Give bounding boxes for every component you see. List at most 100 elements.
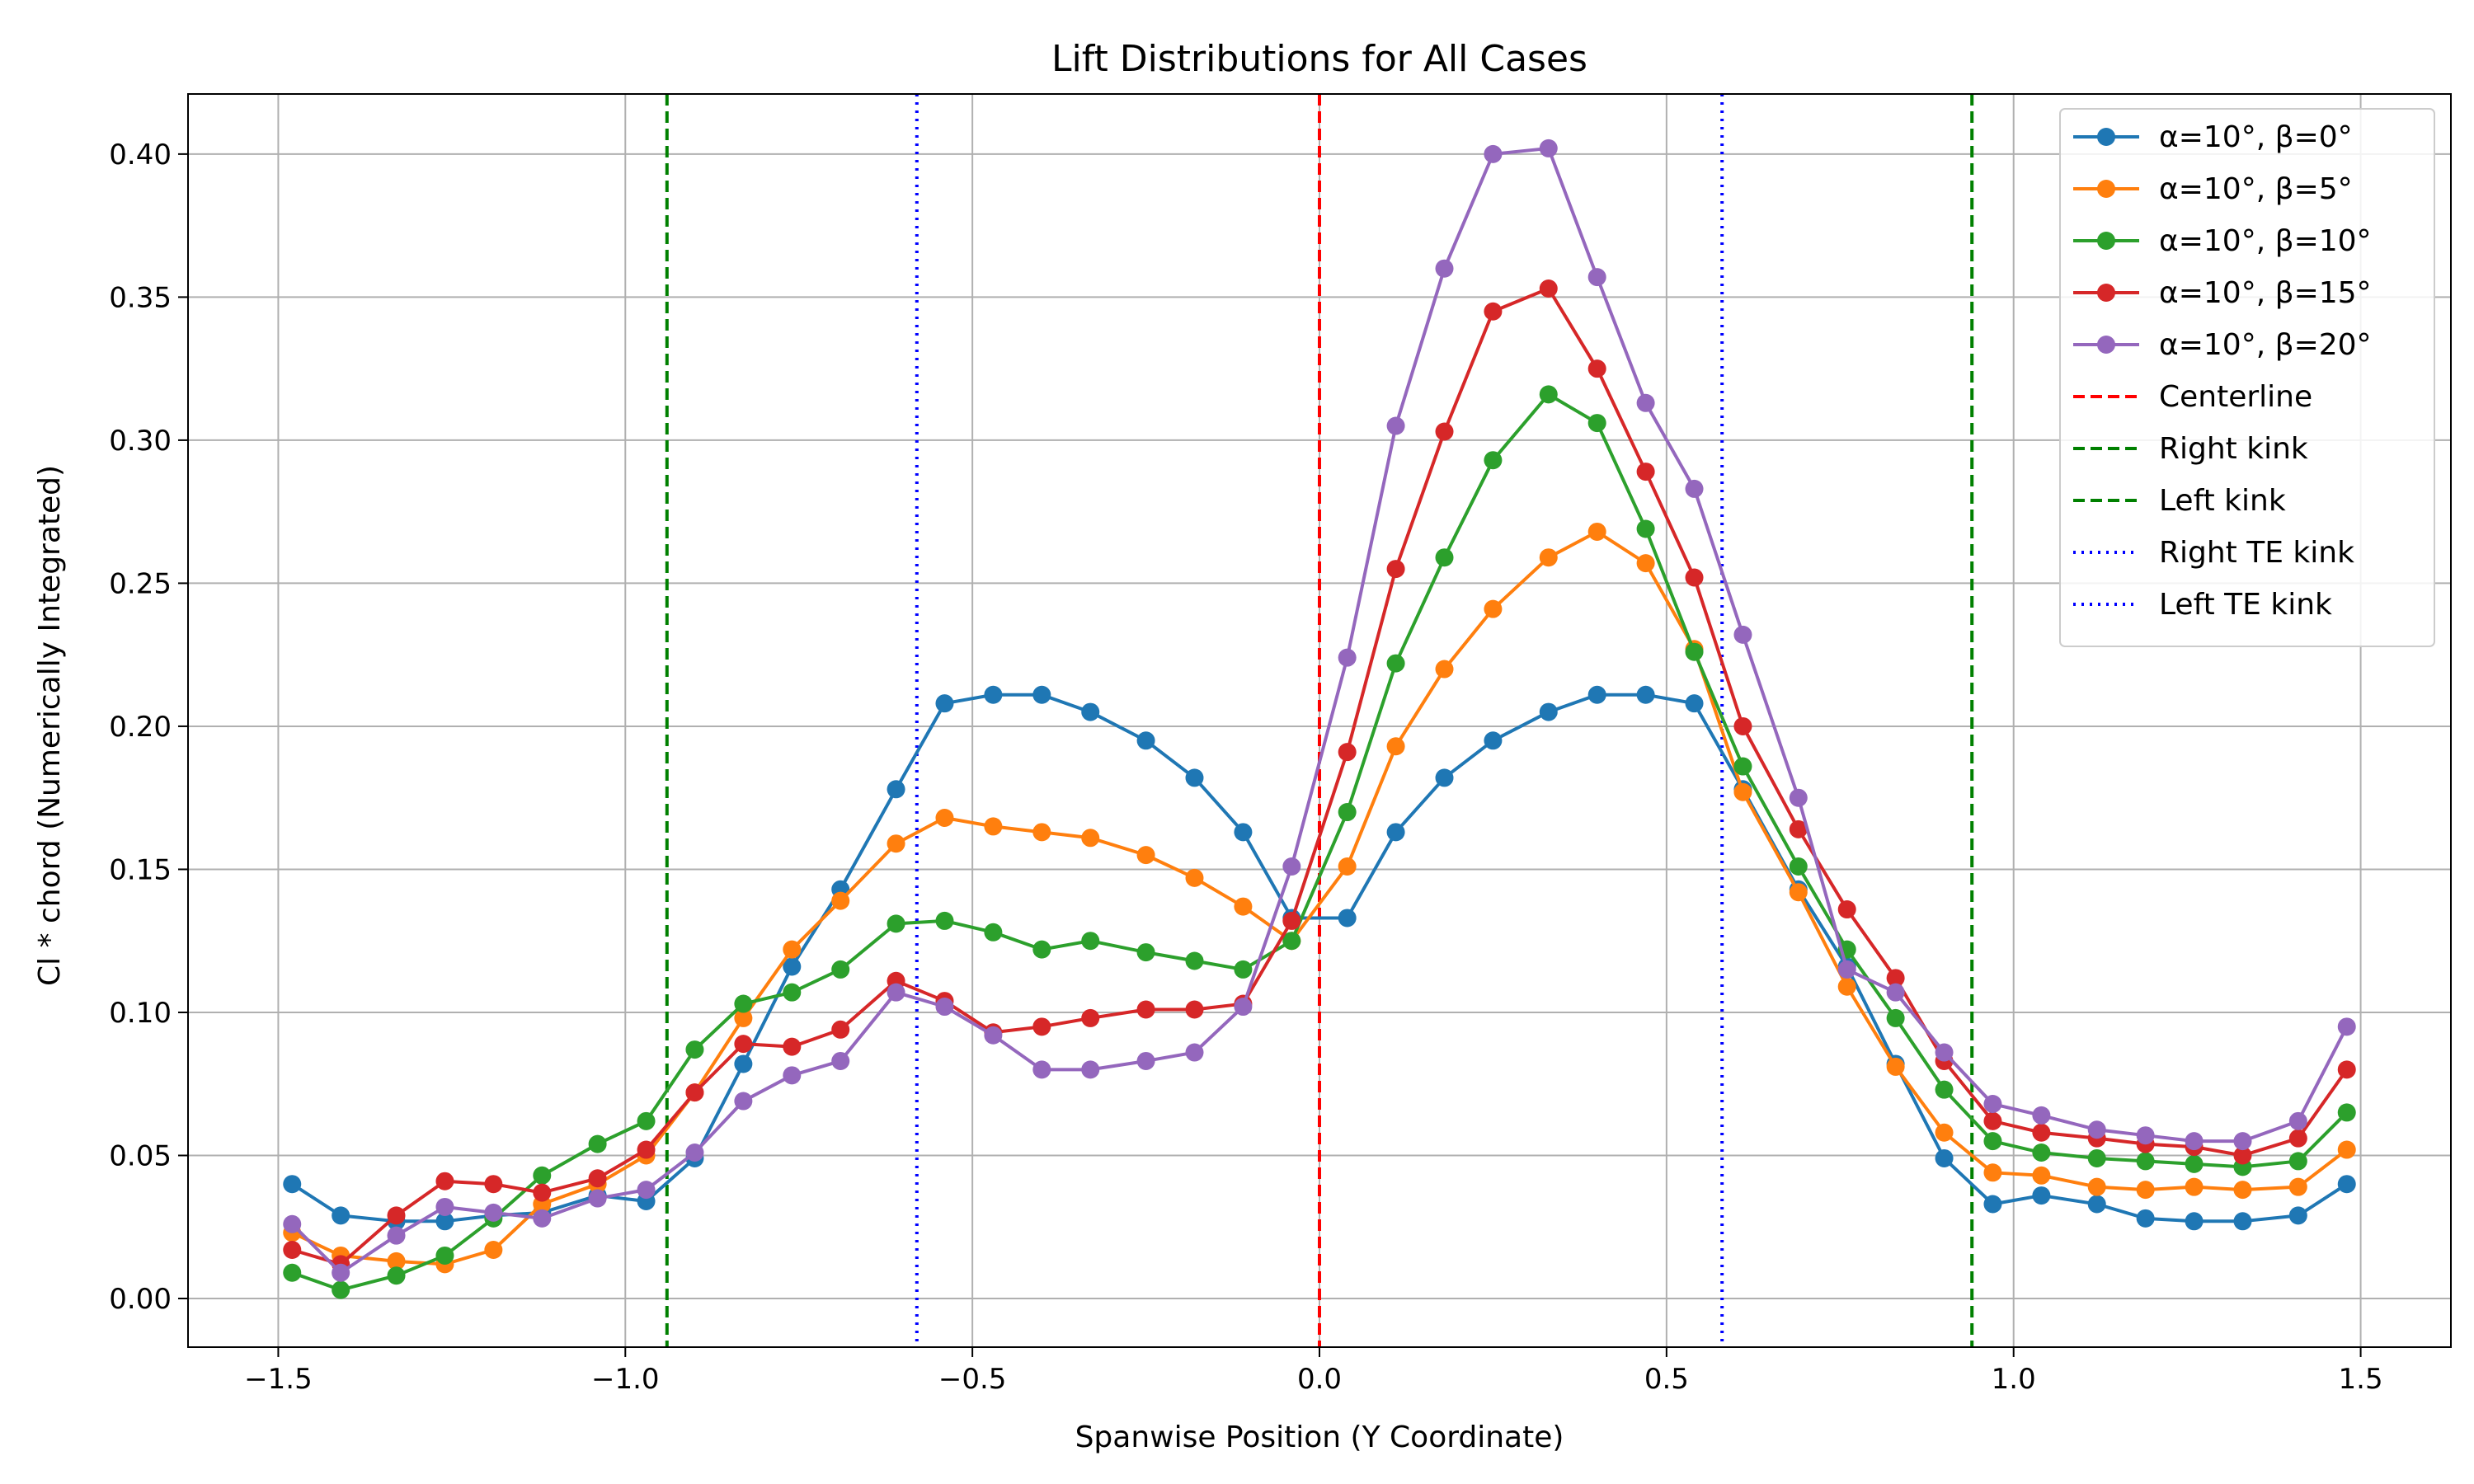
legend-marker — [2097, 284, 2115, 302]
data-point — [387, 1206, 406, 1225]
data-point — [1136, 1051, 1155, 1070]
data-point — [1539, 702, 1558, 721]
data-point — [783, 983, 802, 1002]
data-point — [935, 694, 954, 713]
data-point — [2185, 1132, 2204, 1151]
data-point — [1234, 897, 1253, 916]
data-point — [387, 1226, 406, 1245]
data-point — [1539, 385, 1558, 404]
data-point — [831, 1051, 850, 1070]
data-point — [2136, 1209, 2155, 1228]
data-point — [2032, 1123, 2051, 1142]
legend-marker — [2097, 232, 2115, 250]
data-point — [935, 911, 954, 930]
data-point — [2288, 1152, 2307, 1171]
data-point — [984, 817, 1003, 836]
legend-box — [2059, 108, 2435, 647]
data-point — [831, 1020, 850, 1039]
legend-entry: Centerline — [2073, 380, 2312, 414]
data-point — [1386, 737, 1405, 756]
data-point — [734, 1035, 753, 1054]
data-point — [1185, 951, 1204, 970]
data-point — [734, 1008, 753, 1027]
data-point — [283, 1175, 302, 1194]
data-point — [1587, 685, 1606, 704]
data-point — [1837, 900, 1856, 919]
data-point — [1539, 279, 1558, 298]
series-5 — [283, 139, 2356, 1282]
data-point — [2337, 1140, 2356, 1159]
data-point — [935, 998, 954, 1017]
data-point — [1032, 1017, 1051, 1036]
data-point — [1234, 823, 1253, 842]
data-point — [2087, 1120, 2106, 1139]
data-point — [1338, 648, 1357, 667]
legend-entry: α=10°, β=15° — [2073, 276, 2372, 310]
data-point — [1935, 1043, 1954, 1062]
data-point — [637, 1111, 656, 1130]
y-tick-label: 0.30 — [109, 425, 172, 458]
data-point — [1685, 642, 1704, 661]
data-point — [1685, 479, 1704, 498]
data-point — [1234, 998, 1253, 1017]
data-point — [1081, 1060, 1100, 1079]
data-point — [1032, 685, 1051, 704]
data-point — [2185, 1212, 2204, 1231]
data-point — [1837, 977, 1856, 996]
data-point — [1935, 1080, 1954, 1099]
data-point — [1636, 519, 1655, 538]
data-point — [1983, 1132, 2002, 1151]
legend-label: α=10°, β=5° — [2159, 172, 2353, 206]
legend-marker — [2097, 180, 2115, 198]
legend-label: Centerline — [2159, 380, 2312, 414]
data-point — [1338, 909, 1357, 928]
legend-label: α=10°, β=20° — [2159, 328, 2372, 362]
data-point — [1185, 1043, 1204, 1062]
y-tick-label: 0.00 — [109, 1283, 172, 1316]
data-point — [1185, 868, 1204, 887]
legend-marker — [2097, 336, 2115, 354]
legend-entry: Right TE kink — [2073, 536, 2354, 570]
data-point — [887, 983, 905, 1002]
data-point — [2032, 1166, 2051, 1185]
data-point — [1886, 1008, 1905, 1027]
series-3 — [283, 385, 2356, 1299]
legend: α=10°, β=0° α=10°, β=5° α=10°, β=10° α=10°,… — [2059, 108, 2435, 647]
legend-label: α=10°, β=15° — [2159, 276, 2372, 310]
x-axis-label: Spanwise Position (Y Coordinate) — [1075, 1421, 1564, 1454]
x-tick-label: 1.0 — [1992, 1363, 2036, 1396]
data-point — [984, 685, 1003, 704]
data-point — [2136, 1126, 2155, 1145]
legend-entry: α=10°, β=20° — [2073, 328, 2372, 362]
data-point — [1136, 943, 1155, 962]
legend-entry: α=10°, β=10° — [2073, 224, 2372, 258]
data-point — [2288, 1177, 2307, 1196]
data-point — [637, 1181, 656, 1200]
data-point — [685, 1144, 704, 1162]
data-point — [783, 1066, 802, 1085]
data-point — [1081, 1008, 1100, 1027]
data-point — [332, 1206, 350, 1225]
data-point — [2136, 1152, 2155, 1171]
data-point — [2087, 1177, 2106, 1196]
data-point — [588, 1189, 607, 1208]
data-point — [484, 1175, 503, 1194]
data-point — [1886, 1057, 1905, 1076]
data-point — [588, 1169, 607, 1188]
data-point — [1435, 422, 1454, 441]
data-point — [332, 1280, 350, 1299]
data-point — [588, 1134, 607, 1153]
data-point — [1983, 1095, 2002, 1114]
data-point — [1338, 857, 1357, 876]
series-group — [283, 139, 2356, 1299]
data-point — [2288, 1129, 2307, 1148]
data-point — [484, 1241, 503, 1260]
data-point — [2032, 1144, 2051, 1162]
legend-entry: α=10°, β=5° — [2073, 172, 2353, 206]
data-point — [2087, 1195, 2106, 1214]
legend-marker — [2097, 128, 2115, 146]
data-point — [1935, 1123, 1954, 1142]
data-point — [1484, 302, 1503, 321]
data-point — [1685, 694, 1704, 713]
